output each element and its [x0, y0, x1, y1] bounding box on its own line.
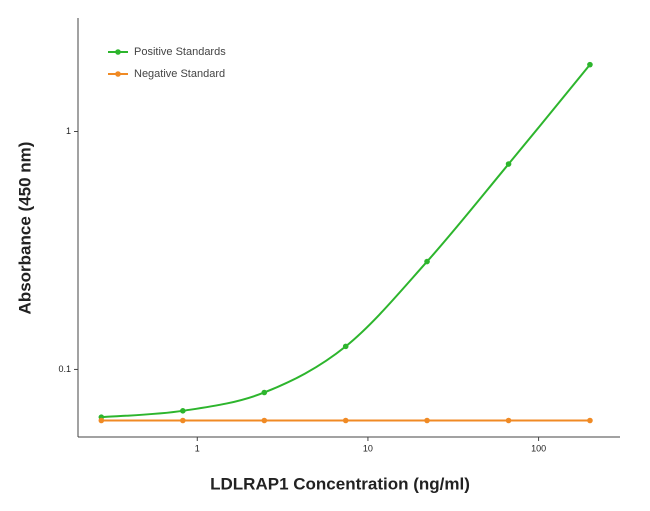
data-point [261, 417, 268, 424]
data-point [505, 417, 512, 424]
data-point [261, 389, 268, 396]
x-tick-label: 100 [531, 443, 546, 453]
legend-label: Positive Standards [134, 46, 226, 58]
x-axis-title: LDLRAP1 Concentration (ng/ml) [210, 474, 470, 493]
data-point [98, 417, 105, 424]
data-point [424, 417, 430, 424]
x-tick-label: 10 [363, 443, 373, 453]
legend-marker [115, 71, 121, 77]
data-point [587, 417, 593, 424]
x-tick-label: 1 [195, 443, 200, 453]
y-axis-title: Absorbance (450 nm) [15, 142, 34, 315]
data-point [180, 417, 186, 424]
data-point [587, 61, 593, 68]
y-tick-label: 1 [66, 126, 71, 136]
legend-marker [115, 49, 121, 55]
data-point [180, 408, 186, 414]
data-point [342, 417, 349, 424]
data-point [424, 258, 430, 265]
y-tick-label: 0.1 [58, 364, 71, 374]
series-line [101, 64, 591, 419]
data-point [342, 343, 349, 350]
legend-label: Negative Standard [134, 68, 225, 80]
data-point [505, 161, 512, 167]
